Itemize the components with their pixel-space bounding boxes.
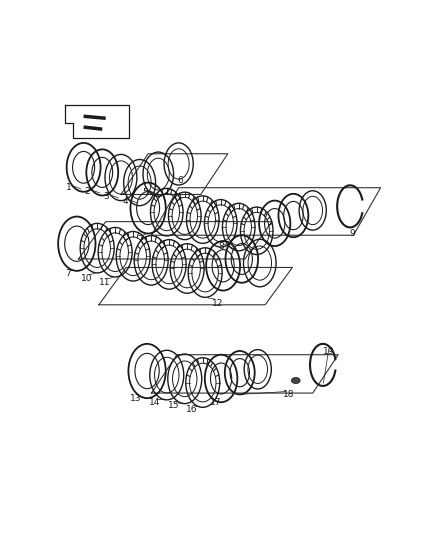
Text: 17: 17: [210, 398, 222, 407]
Text: 18: 18: [283, 390, 295, 399]
Text: 6: 6: [177, 176, 183, 185]
Text: 8: 8: [218, 241, 224, 251]
Text: 4: 4: [122, 197, 128, 206]
Text: 7: 7: [65, 269, 71, 278]
Text: 1: 1: [66, 183, 72, 192]
Text: 5: 5: [142, 188, 148, 197]
Text: 3: 3: [103, 192, 109, 201]
Text: 10: 10: [81, 274, 92, 283]
Text: 19: 19: [323, 347, 335, 356]
Text: 15: 15: [167, 401, 179, 410]
Text: 2: 2: [84, 187, 90, 196]
Text: 14: 14: [149, 398, 160, 407]
Text: 9: 9: [349, 229, 355, 238]
Text: 13: 13: [130, 394, 141, 403]
Text: 11: 11: [99, 278, 110, 287]
Text: 16: 16: [186, 405, 198, 414]
Text: 7: 7: [138, 235, 143, 244]
Text: 12: 12: [212, 298, 223, 308]
Ellipse shape: [291, 377, 300, 384]
